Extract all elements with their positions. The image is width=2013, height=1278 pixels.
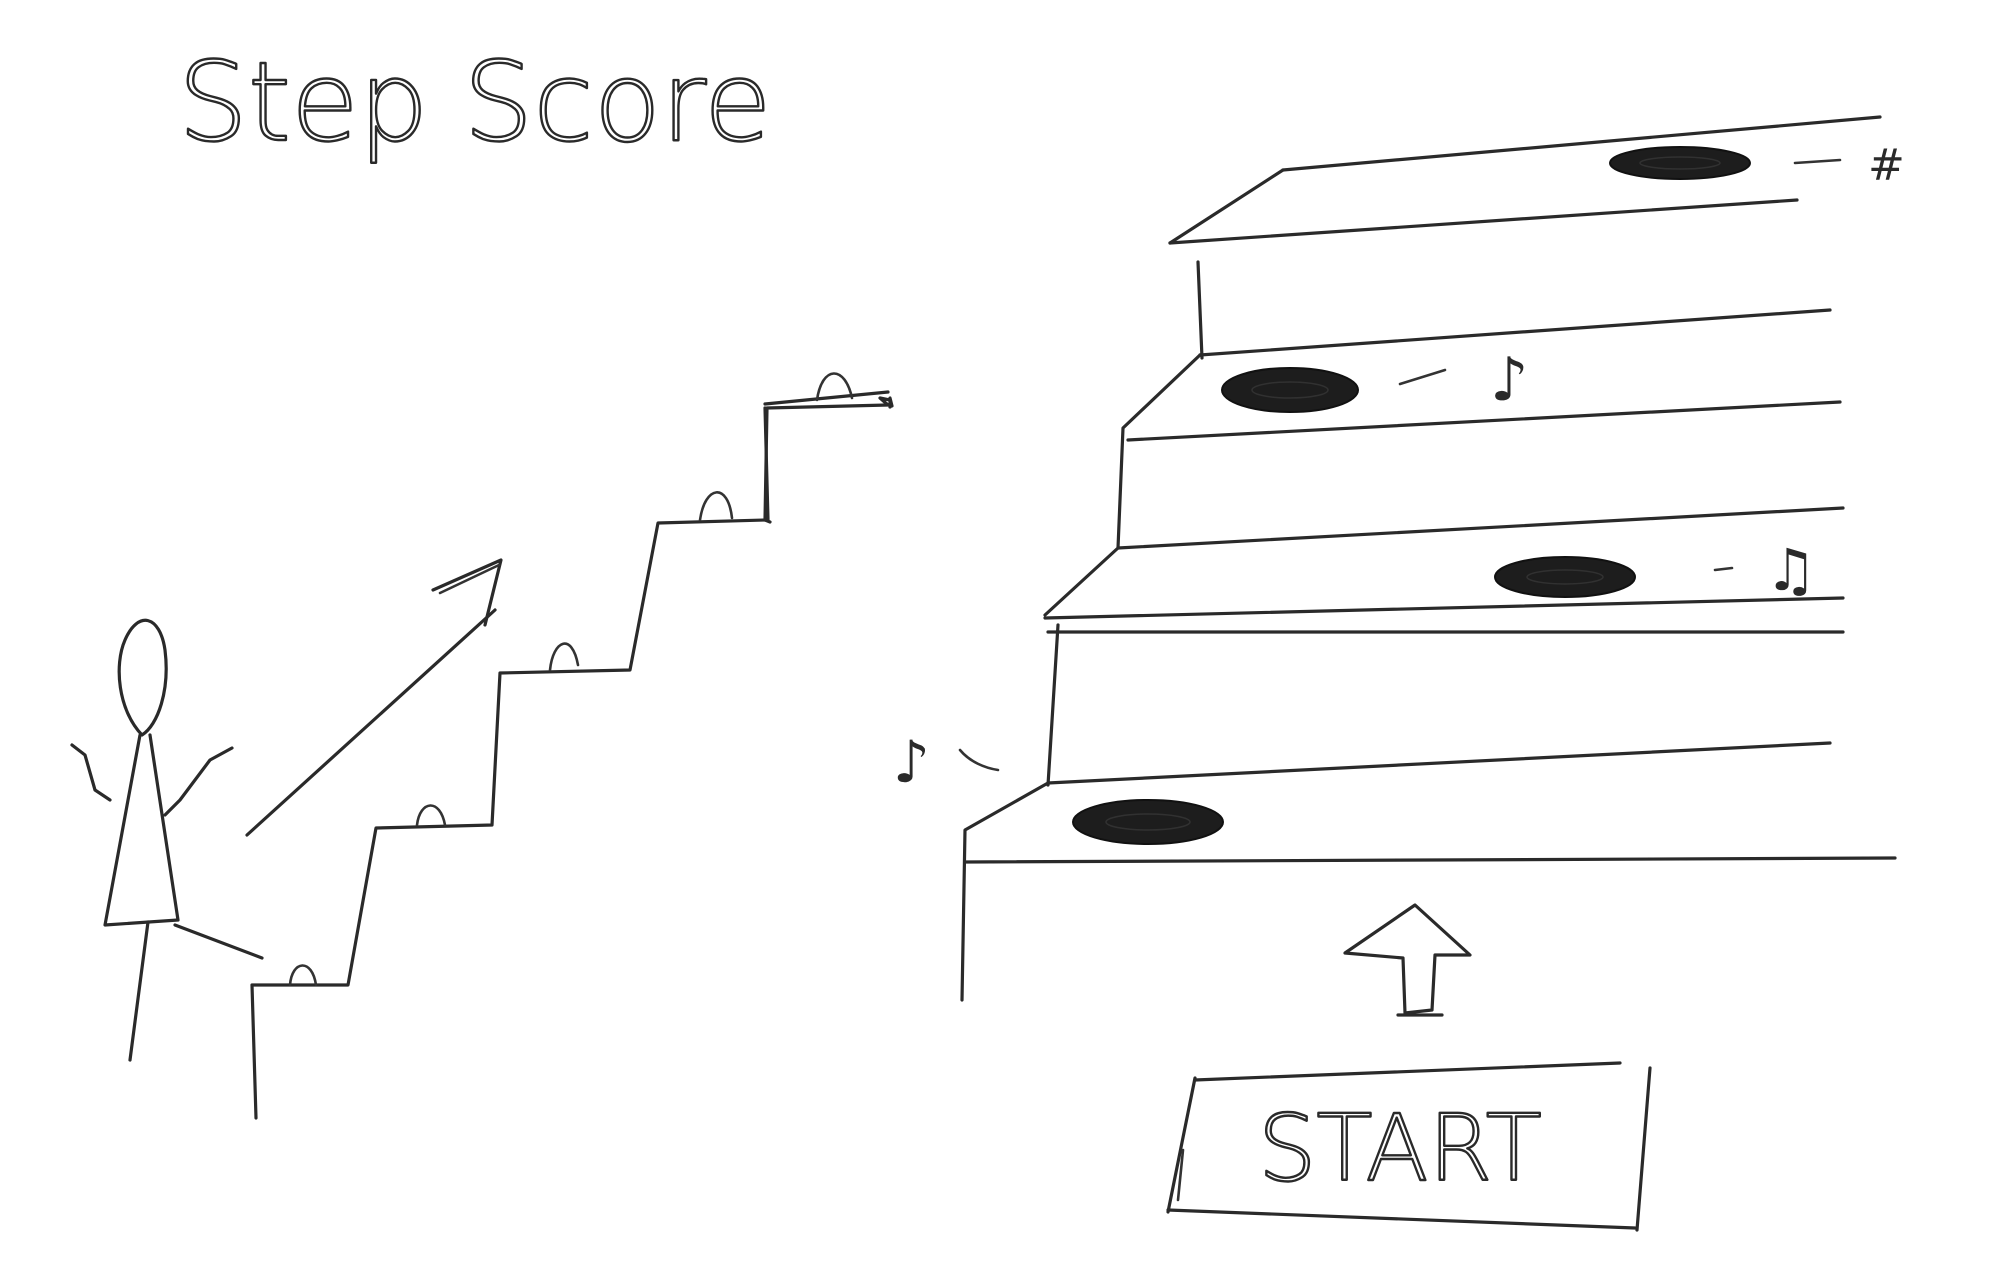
stick-figure-icon (70, 618, 264, 1062)
step-pad-3[interactable]: ♪ (1221, 345, 1528, 415)
note-single-icon: ♪ (893, 728, 930, 796)
step-pad-1[interactable]: ♪ (893, 728, 1224, 845)
step-pad-2[interactable]: ♫ (1494, 536, 1817, 604)
step-pad-4[interactable]: # (1609, 140, 1905, 191)
start-button[interactable]: START (1166, 1061, 1652, 1232)
step-board (960, 115, 1897, 1002)
note-sharp-icon: # (1868, 140, 1905, 191)
staircase-sketch (250, 372, 894, 1120)
start-button-label: START (1258, 1095, 1542, 1202)
up-arrow-icon (1343, 903, 1472, 1017)
up-right-arrow-icon (245, 558, 503, 837)
page-title: Step Score (178, 38, 772, 166)
note-eighth-icon: ♪ (1490, 345, 1528, 415)
note-beamed-icon: ♫ (1765, 536, 1817, 604)
